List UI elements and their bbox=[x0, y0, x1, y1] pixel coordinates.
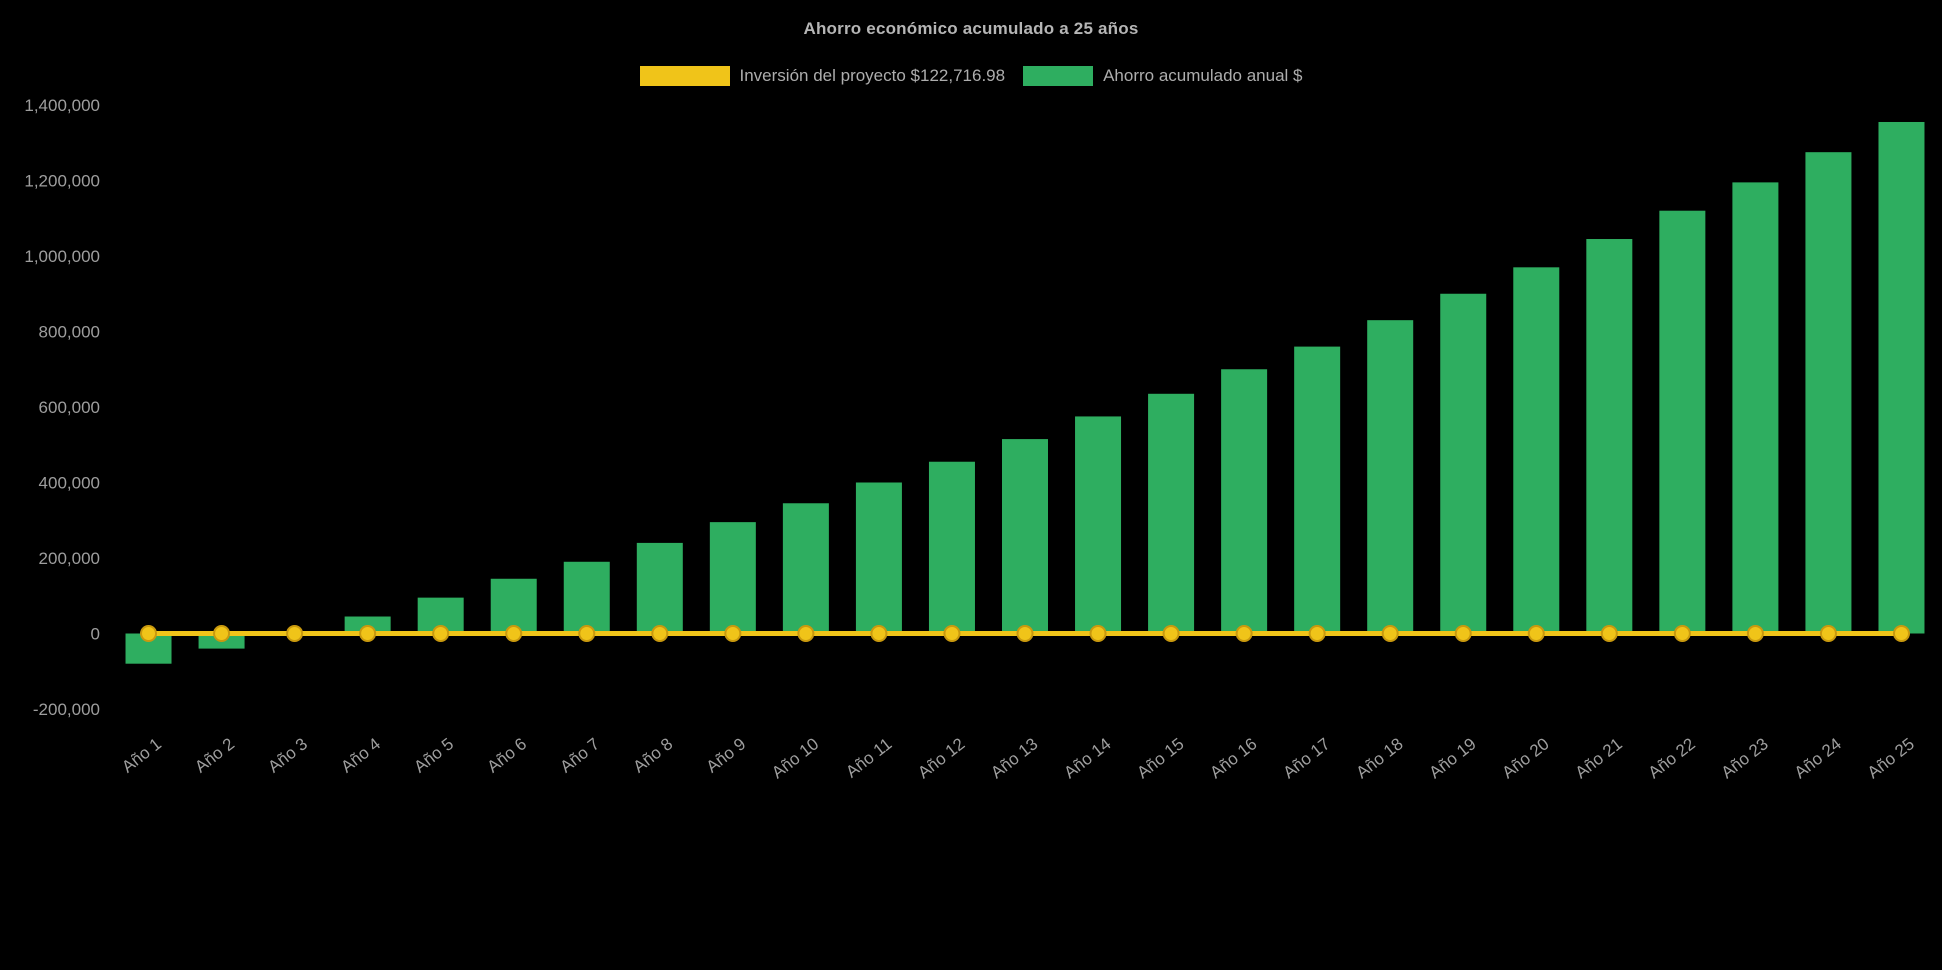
x-axis-label: Año 9 bbox=[703, 734, 750, 776]
investment-marker-año-12[interactable] bbox=[943, 625, 961, 642]
investment-marker-año-10[interactable] bbox=[797, 625, 815, 642]
investment-marker-año-14[interactable] bbox=[1089, 625, 1107, 642]
investment-marker-año-13[interactable] bbox=[1016, 625, 1034, 642]
bar-año-19[interactable] bbox=[1440, 293, 1487, 634]
investment-marker-año-17[interactable] bbox=[1308, 625, 1326, 642]
x-axis-label: Año 1 bbox=[118, 734, 165, 776]
bar-año-15[interactable] bbox=[1148, 393, 1195, 634]
x-axis-label: Año 22 bbox=[1645, 734, 1699, 782]
investment-marker-año-24[interactable] bbox=[1819, 625, 1837, 642]
x-axis-label: Año 8 bbox=[630, 734, 677, 776]
bar-año-24[interactable] bbox=[1805, 152, 1852, 634]
legend-item-savings[interactable]: Ahorro acumulado anual $ bbox=[1023, 66, 1303, 86]
investment-marker-año-2[interactable] bbox=[213, 625, 231, 642]
y-axis-tick-label: 1,400,000 bbox=[24, 96, 100, 115]
investment-marker-año-11[interactable] bbox=[870, 625, 888, 642]
bar-año-23[interactable] bbox=[1732, 182, 1779, 634]
bar-año-22[interactable] bbox=[1659, 210, 1706, 634]
investment-marker-año-4[interactable] bbox=[359, 625, 377, 642]
x-axis-label: Año 24 bbox=[1791, 734, 1845, 782]
legend-label-investment: Inversión del proyecto $122,716.98 bbox=[739, 66, 1006, 85]
x-axis-label: Año 4 bbox=[337, 734, 384, 776]
bar-año-10[interactable] bbox=[782, 503, 829, 634]
y-axis-tick-label: -200,000 bbox=[33, 700, 100, 719]
investment-marker-año-18[interactable] bbox=[1381, 625, 1399, 642]
investment-marker-año-15[interactable] bbox=[1162, 625, 1180, 642]
y-axis: 1,400,000 1,200,000 1,000,000 800,000 600,00… bbox=[24, 96, 100, 719]
investment-marker-año-21[interactable] bbox=[1600, 625, 1618, 642]
x-axis-label: Año 2 bbox=[191, 734, 238, 776]
x-axis-label: Año 6 bbox=[483, 734, 530, 776]
investment-marker-año-23[interactable] bbox=[1746, 625, 1764, 642]
investment-marker-año-20[interactable] bbox=[1527, 625, 1545, 642]
x-axis: Año 1 Año 2 Año 3 Año 4 Año 5 Año 6 Año 7 Año 8… bbox=[118, 734, 1918, 782]
x-axis-label: Año 16 bbox=[1206, 734, 1260, 782]
investment-marker-año-19[interactable] bbox=[1454, 625, 1472, 642]
legend: Inversión del proyecto $122,716.98 Ahorr… bbox=[0, 66, 1942, 86]
chart-title: Ahorro económico acumulado a 25 años bbox=[803, 19, 1139, 38]
y-axis-tick-label: 1,200,000 bbox=[24, 172, 100, 191]
x-axis-label: Año 11 bbox=[842, 734, 895, 781]
investment-marker-año-6[interactable] bbox=[505, 625, 523, 642]
investment-line-series bbox=[140, 625, 1910, 642]
bar-año-14[interactable] bbox=[1075, 416, 1122, 634]
bar-año-11[interactable] bbox=[855, 482, 902, 634]
legend-label-savings: Ahorro acumulado anual $ bbox=[1103, 66, 1303, 85]
bar-año-6[interactable] bbox=[490, 578, 537, 634]
investment-marker-año-8[interactable] bbox=[651, 625, 669, 642]
investment-marker-año-3[interactable] bbox=[286, 625, 304, 642]
x-axis-label: Año 14 bbox=[1060, 734, 1114, 782]
x-axis-label: Año 21 bbox=[1572, 734, 1626, 782]
bar-año-17[interactable] bbox=[1294, 346, 1341, 634]
y-axis-tick-label: 800,000 bbox=[39, 323, 100, 342]
bar-año-9[interactable] bbox=[709, 522, 756, 634]
bar-año-16[interactable] bbox=[1221, 369, 1268, 634]
bar-año-13[interactable] bbox=[1002, 439, 1048, 634]
legend-item-investment[interactable]: Inversión del proyecto $122,716.98 bbox=[639, 66, 1006, 86]
x-axis-label: Año 18 bbox=[1352, 734, 1406, 782]
x-axis-label: Año 19 bbox=[1426, 734, 1480, 782]
bar-año-21[interactable] bbox=[1586, 239, 1633, 634]
bar-año-12[interactable] bbox=[928, 461, 975, 634]
x-axis-label: Año 3 bbox=[264, 734, 311, 776]
x-axis-label: Año 12 bbox=[914, 734, 968, 782]
y-axis-tick-label: 600,000 bbox=[39, 398, 100, 417]
bar-año-20[interactable] bbox=[1513, 267, 1560, 634]
x-axis-label: Año 20 bbox=[1499, 734, 1553, 782]
investment-marker-año-1[interactable] bbox=[140, 625, 158, 642]
x-axis-label: Año 5 bbox=[410, 734, 457, 776]
investment-marker-año-5[interactable] bbox=[432, 625, 450, 642]
x-axis-label: Año 10 bbox=[768, 734, 822, 782]
investment-marker-año-9[interactable] bbox=[724, 625, 742, 642]
x-axis-label: Año 17 bbox=[1279, 734, 1333, 782]
y-axis-tick-label: 200,000 bbox=[39, 549, 100, 568]
bar-año-8[interactable] bbox=[636, 542, 683, 634]
x-axis-label: Año 15 bbox=[1133, 734, 1187, 782]
y-axis-tick-label: 1,000,000 bbox=[24, 247, 100, 266]
y-axis-tick-label: 400,000 bbox=[39, 474, 100, 493]
x-axis-label: Año 25 bbox=[1864, 734, 1918, 782]
x-axis-label: Año 23 bbox=[1718, 734, 1772, 782]
bar-año-18[interactable] bbox=[1367, 320, 1414, 634]
investment-marker-año-16[interactable] bbox=[1235, 625, 1253, 642]
investment-marker-año-22[interactable] bbox=[1673, 625, 1691, 642]
investment-marker-año-25[interactable] bbox=[1892, 625, 1910, 642]
bars-series bbox=[125, 121, 1925, 664]
legend-swatch-investment bbox=[639, 66, 730, 86]
investment-marker-año-7[interactable] bbox=[578, 625, 596, 642]
bar-año-25[interactable] bbox=[1878, 121, 1925, 634]
x-axis-label: Año 7 bbox=[557, 734, 604, 776]
bar-año-7[interactable] bbox=[563, 561, 610, 634]
legend-swatch-savings bbox=[1023, 66, 1094, 86]
y-axis-tick-label: 0 bbox=[91, 625, 100, 644]
x-axis-label: Año 13 bbox=[987, 734, 1041, 782]
